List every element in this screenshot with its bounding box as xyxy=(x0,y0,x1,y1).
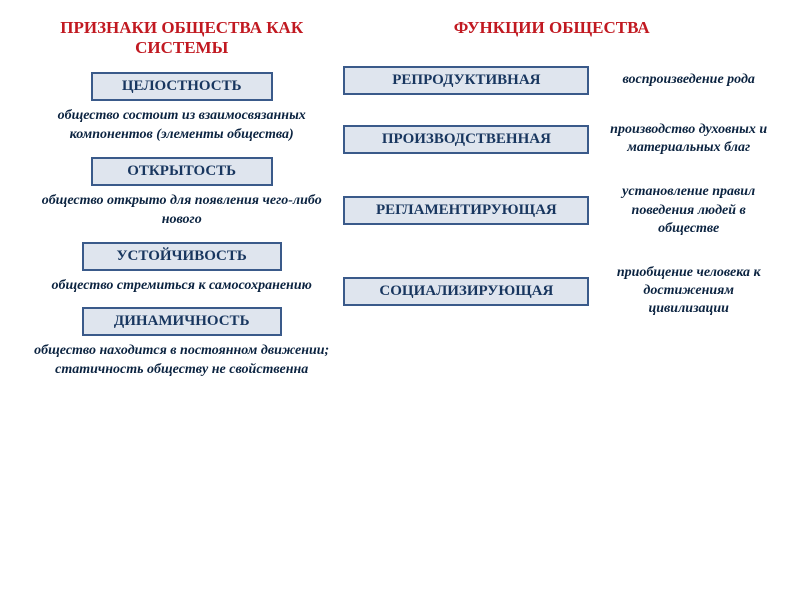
diagram-container: ПРИЗНАКИ ОБЩЕСТВА КАК СИСТЕМЫ ЦЕЛОСТНОСТ… xyxy=(30,18,770,590)
right-desc-0: воспроизведение рода xyxy=(607,71,770,89)
left-title: ПРИЗНАКИ ОБЩЕСТВА КАК СИСТЕМЫ xyxy=(30,18,333,58)
left-column: ПРИЗНАКИ ОБЩЕСТВА КАК СИСТЕМЫ ЦЕЛОСТНОСТ… xyxy=(30,18,333,590)
right-box-1: ПРОИЗВОДСТВЕННАЯ xyxy=(343,125,589,154)
left-desc-3: общество находится в постоянном движении… xyxy=(30,342,333,380)
right-box-2: РЕГЛАМЕНТИРУЮЩАЯ xyxy=(343,196,589,225)
left-box-0: ЦЕЛОСТНОСТЬ xyxy=(91,72,273,101)
left-desc-1: общество открыто для появления чего-либо… xyxy=(30,192,333,230)
right-desc-2: установление правил поведения людей в об… xyxy=(607,183,770,238)
right-row-1: ПРОИЗВОДСТВЕННАЯ производство духовных и… xyxy=(333,121,770,157)
left-desc-2: общество стремиться к самосохранению xyxy=(30,277,333,296)
left-box-2: УСТОЙЧИВОСТЬ xyxy=(82,242,282,271)
right-desc-3: приобщение человека к достижениям цивили… xyxy=(607,264,770,319)
right-title: ФУНКЦИИ ОБЩЕСТВА xyxy=(333,18,770,38)
right-box-0: РЕПРОДУКТИВНАЯ xyxy=(343,66,589,95)
left-box-3: ДИНАМИЧНОСТЬ xyxy=(82,307,282,336)
right-row-3: СОЦИАЛИЗИРУЮЩАЯ приобщение человека к до… xyxy=(333,264,770,319)
right-row-0: РЕПРОДУКТИВНАЯ воспроизведение рода xyxy=(333,66,770,95)
right-row-2: РЕГЛАМЕНТИРУЮЩАЯ установление правил пов… xyxy=(333,183,770,238)
right-desc-1: производство духовных и материальных бла… xyxy=(607,121,770,157)
right-column: ФУНКЦИИ ОБЩЕСТВА РЕПРОДУКТИВНАЯ воспроиз… xyxy=(333,18,770,590)
left-box-1: ОТКРЫТОСТЬ xyxy=(91,157,273,186)
right-box-3: СОЦИАЛИЗИРУЮЩАЯ xyxy=(343,277,589,306)
left-desc-0: общество состоит из взаимосвязанных комп… xyxy=(30,107,333,145)
